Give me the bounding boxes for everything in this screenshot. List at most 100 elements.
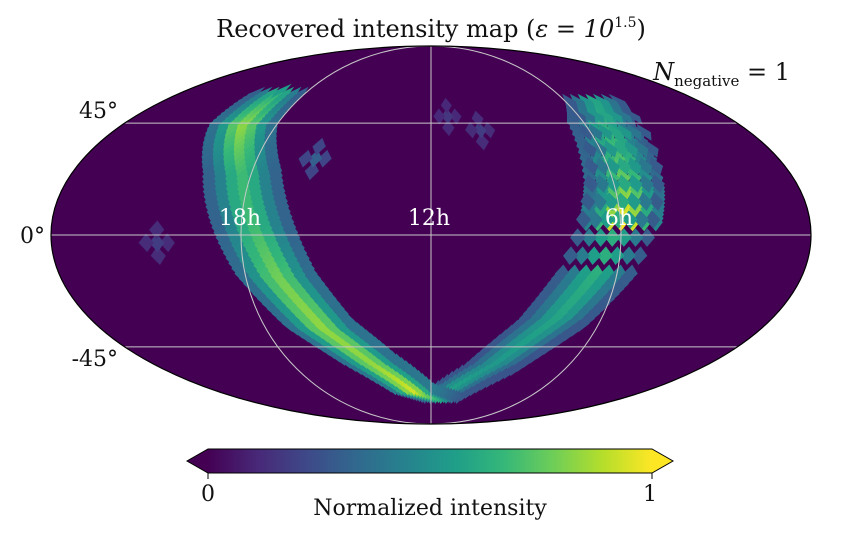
- sky-outline: [50, 45, 812, 425]
- heatmap-cell: [594, 157, 610, 175]
- heatmap-cell: [583, 174, 598, 193]
- heatmap-blob-cell: [317, 149, 332, 168]
- meridian-circle: [240, 46, 622, 424]
- heatmap-cell: [622, 210, 638, 229]
- heatmap-cell: [627, 174, 643, 193]
- heatmap-cell: [291, 86, 309, 102]
- heatmap-cell: [639, 174, 654, 193]
- lat-label-minus-45: -45°: [72, 347, 118, 372]
- heatmap-blob-cell: [475, 133, 489, 151]
- heatmap-cell: [590, 108, 605, 125]
- heatmap-cell: [648, 192, 664, 211]
- heatmap-cell: [591, 192, 607, 211]
- heatmap-cell: [632, 246, 648, 265]
- heatmap-cell: [563, 246, 579, 265]
- heatmap-cell: [585, 93, 604, 109]
- heatmap-blob-cell: [441, 108, 454, 125]
- heatmap-cell: [594, 174, 609, 193]
- heatmap-cell: [614, 192, 630, 211]
- heatmap-cell: [627, 124, 642, 141]
- colorbar-max-label: 1: [643, 482, 657, 507]
- heatmap-cell: [577, 93, 596, 109]
- heatmap-cell: [616, 174, 632, 193]
- heatmap-blob-cell: [298, 149, 313, 168]
- heatmap-cell: [581, 228, 597, 247]
- lat-label-0: 0°: [20, 224, 45, 249]
- colorbar-label: Normalized intensity: [313, 496, 547, 521]
- heatmap-cell: [634, 140, 649, 158]
- heatmap-cell: [579, 124, 593, 141]
- heatmap-cell: [576, 210, 592, 229]
- heatmap-blob-cell: [465, 121, 478, 139]
- lon-label-12h: 12h: [408, 206, 450, 231]
- heatmap-cell: [605, 157, 620, 175]
- heatmap-cell: [633, 210, 649, 229]
- heatmap-cell: [583, 140, 597, 158]
- heatmap-cell: [599, 210, 615, 229]
- heatmap-blob-cell: [138, 233, 154, 253]
- colorbar: 0 1 Normalized intensity: [185, 448, 675, 521]
- heatmap-cell: [636, 124, 652, 141]
- heatmap-cell: [639, 228, 655, 247]
- heatmap-cell: [586, 246, 602, 265]
- heatmap-cell: [581, 108, 596, 125]
- heatmap-cell: [597, 246, 613, 265]
- heatmap-cell: [616, 228, 632, 247]
- heatmap-cell: [624, 108, 643, 125]
- heatmap-blob-cell: [149, 220, 165, 240]
- heatmap-cell: [593, 228, 609, 247]
- heatmap-blob-cell: [473, 121, 487, 139]
- heatmap-cell: [283, 86, 302, 102]
- heatmap-cell: [242, 86, 266, 102]
- lon-label-6h: 6h: [605, 206, 633, 231]
- heatmap-cell: [608, 124, 622, 141]
- heatmap-blob-cell: [433, 108, 446, 125]
- colorbar-min-label: 0: [201, 482, 215, 507]
- heatmap-blob-cell: [440, 97, 452, 114]
- heatmap-cell: [627, 157, 642, 175]
- colorbar-extend-min: [187, 449, 208, 473]
- heatmap-cell: [570, 228, 586, 247]
- heatmap-cell: [616, 157, 631, 175]
- heatmap-cell: [562, 93, 578, 109]
- heatmap-cell: [275, 86, 295, 102]
- heatmap-cell: [637, 192, 653, 211]
- heatmap-blob-cell: [159, 233, 175, 253]
- colorbar-gradient: [208, 449, 652, 473]
- heatmap-cell: [626, 192, 641, 211]
- heatmap-cell: [270, 83, 292, 99]
- heatmap-cell: [607, 108, 624, 125]
- heatmap-cell: [569, 93, 587, 109]
- heatmap-cell: [599, 124, 612, 141]
- heatmap-cell: [598, 108, 615, 125]
- heatmap-blob-cell: [308, 149, 323, 168]
- heatmap-cell: [580, 192, 596, 211]
- heatmap-cell: [608, 93, 630, 109]
- heatmap-blob-cell: [149, 233, 165, 253]
- lon-label-18h: 18h: [219, 206, 261, 231]
- heatmap-cell: [587, 210, 603, 229]
- heatmap-cell: [604, 228, 621, 247]
- heatmap-blob-cell: [312, 137, 326, 156]
- heatmap-blob-cell: [304, 162, 319, 181]
- heatmap-cell: [649, 157, 664, 175]
- heatmap-cell: [628, 228, 644, 247]
- heatmap-cell: [250, 86, 273, 102]
- heatmap-cell: [616, 108, 634, 125]
- heatmap-cell: [605, 174, 621, 193]
- graticule: [51, 46, 811, 424]
- heatmap-cell: [614, 140, 628, 158]
- intensity-heatmap: [138, 83, 666, 404]
- lat-label-45: 45°: [79, 99, 118, 124]
- heatmap-cell: [574, 246, 590, 265]
- heatmap-cell: [584, 157, 599, 175]
- heatmap-cell: [645, 210, 661, 229]
- heatmap-cell: [645, 140, 659, 158]
- heatmap-cell: [610, 210, 626, 229]
- heatmap-cell: [650, 174, 665, 193]
- heatmap-cell: [258, 86, 280, 102]
- heatmap-cell: [638, 157, 653, 175]
- heatmap-blob-cell: [150, 246, 166, 265]
- heatmap-cell: [620, 246, 636, 265]
